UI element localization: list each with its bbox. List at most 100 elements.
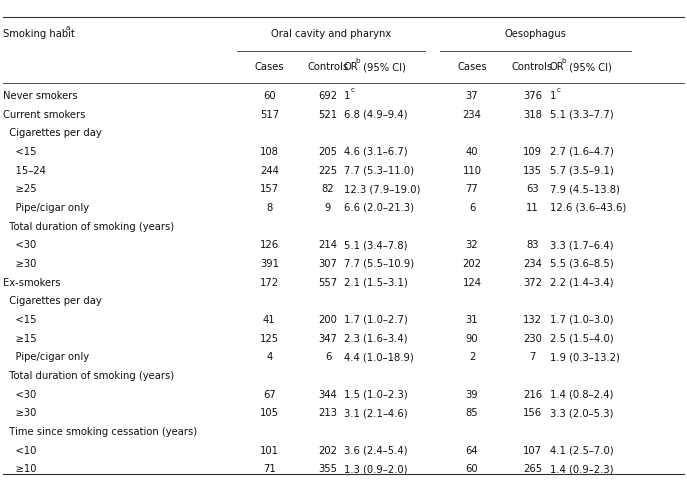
Text: (95% CI): (95% CI) <box>566 62 612 72</box>
Text: 376: 376 <box>523 91 542 101</box>
Text: 31: 31 <box>466 315 478 325</box>
Text: 4.4 (1.0–18.9): 4.4 (1.0–18.9) <box>344 352 414 363</box>
Text: 372: 372 <box>523 278 542 288</box>
Text: 2.2 (1.4–3.4): 2.2 (1.4–3.4) <box>550 278 613 288</box>
Text: <15: <15 <box>3 147 37 157</box>
Text: 64: 64 <box>466 446 478 456</box>
Text: 110: 110 <box>462 166 482 175</box>
Text: Current smokers: Current smokers <box>3 109 86 120</box>
Text: 692: 692 <box>319 91 337 101</box>
Text: 63: 63 <box>526 184 539 194</box>
Text: OR: OR <box>344 62 358 72</box>
Text: Cigarettes per day: Cigarettes per day <box>3 128 102 138</box>
Text: 108: 108 <box>260 147 279 157</box>
Text: 344: 344 <box>319 390 337 399</box>
Text: Time since smoking cessation (years): Time since smoking cessation (years) <box>3 427 198 437</box>
Text: Smoking habit: Smoking habit <box>3 29 76 39</box>
Text: 6: 6 <box>325 352 331 363</box>
Text: 125: 125 <box>260 333 279 344</box>
Text: 109: 109 <box>523 147 542 157</box>
Text: 41: 41 <box>263 315 275 325</box>
Text: 355: 355 <box>319 464 337 474</box>
Text: 7.9 (4.5–13.8): 7.9 (4.5–13.8) <box>550 184 620 194</box>
Text: 82: 82 <box>322 184 335 194</box>
Text: b: b <box>561 58 566 64</box>
Text: Oral cavity and pharynx: Oral cavity and pharynx <box>271 29 391 39</box>
Text: 4.6 (3.1–6.7): 4.6 (3.1–6.7) <box>344 147 407 157</box>
Text: 5.5 (3.6–8.5): 5.5 (3.6–8.5) <box>550 259 613 269</box>
Text: 11: 11 <box>526 203 539 213</box>
Text: Never smokers: Never smokers <box>3 91 78 101</box>
Text: 307: 307 <box>319 259 337 269</box>
Text: 2.7 (1.6–4.7): 2.7 (1.6–4.7) <box>550 147 613 157</box>
Text: ≥10: ≥10 <box>3 464 37 474</box>
Text: 3.3 (2.0–5.3): 3.3 (2.0–5.3) <box>550 408 613 418</box>
Text: 8: 8 <box>266 203 273 213</box>
Text: 3.1 (2.1–4.6): 3.1 (2.1–4.6) <box>344 408 407 418</box>
Text: Pipe/cigar only: Pipe/cigar only <box>3 203 89 213</box>
Text: 60: 60 <box>263 91 275 101</box>
Text: 107: 107 <box>523 446 542 456</box>
Text: 37: 37 <box>466 91 478 101</box>
Text: 225: 225 <box>319 166 337 175</box>
Text: Cases: Cases <box>457 62 487 72</box>
Text: 205: 205 <box>319 147 337 157</box>
Text: c: c <box>556 87 561 93</box>
Text: 101: 101 <box>260 446 279 456</box>
Text: 77: 77 <box>466 184 478 194</box>
Text: 347: 347 <box>319 333 337 344</box>
Text: 5.1 (3.4–7.8): 5.1 (3.4–7.8) <box>344 240 407 250</box>
Text: 202: 202 <box>319 446 337 456</box>
Text: OR: OR <box>550 62 564 72</box>
Text: Total duration of smoking (years): Total duration of smoking (years) <box>3 222 174 232</box>
Text: ≥25: ≥25 <box>3 184 37 194</box>
Text: 9: 9 <box>325 203 331 213</box>
Text: 391: 391 <box>260 259 279 269</box>
Text: 60: 60 <box>466 464 478 474</box>
Text: 32: 32 <box>466 240 478 250</box>
Text: 2.5 (1.5–4.0): 2.5 (1.5–4.0) <box>550 333 613 344</box>
Text: 557: 557 <box>319 278 337 288</box>
Text: 126: 126 <box>260 240 279 250</box>
Text: 7.7 (5.3–11.0): 7.7 (5.3–11.0) <box>344 166 414 175</box>
Text: 67: 67 <box>263 390 275 399</box>
Text: Ex-smokers: Ex-smokers <box>3 278 61 288</box>
Text: 230: 230 <box>523 333 542 344</box>
Text: 6.8 (4.9–9.4): 6.8 (4.9–9.4) <box>344 109 407 120</box>
Text: ≥15: ≥15 <box>3 333 37 344</box>
Text: 12.6 (3.6–43.6): 12.6 (3.6–43.6) <box>550 203 626 213</box>
Text: 244: 244 <box>260 166 279 175</box>
Text: 234: 234 <box>462 109 482 120</box>
Text: 105: 105 <box>260 408 279 418</box>
Text: 1.3 (0.9–2.0): 1.3 (0.9–2.0) <box>344 464 407 474</box>
Text: <30: <30 <box>3 240 36 250</box>
Text: c: c <box>350 87 354 93</box>
Text: 156: 156 <box>523 408 542 418</box>
Text: 132: 132 <box>523 315 542 325</box>
Text: 517: 517 <box>260 109 279 120</box>
Text: 521: 521 <box>319 109 337 120</box>
Text: (95% CI): (95% CI) <box>360 62 406 72</box>
Text: 202: 202 <box>462 259 482 269</box>
Text: 1.9 (0.3–13.2): 1.9 (0.3–13.2) <box>550 352 620 363</box>
Text: 124: 124 <box>462 278 482 288</box>
Text: 90: 90 <box>466 333 478 344</box>
Text: Cigarettes per day: Cigarettes per day <box>3 296 102 306</box>
Text: Pipe/cigar only: Pipe/cigar only <box>3 352 89 363</box>
Text: 71: 71 <box>263 464 275 474</box>
Text: 1.7 (1.0–3.0): 1.7 (1.0–3.0) <box>550 315 613 325</box>
Text: 172: 172 <box>260 278 279 288</box>
Text: <10: <10 <box>3 446 37 456</box>
Text: 234: 234 <box>523 259 542 269</box>
Text: 1.5 (1.0–2.3): 1.5 (1.0–2.3) <box>344 390 407 399</box>
Text: 2.1 (1.5–3.1): 2.1 (1.5–3.1) <box>344 278 407 288</box>
Text: 83: 83 <box>526 240 539 250</box>
Text: Controls: Controls <box>512 62 553 72</box>
Text: Controls: Controls <box>308 62 348 72</box>
Text: 3.3 (1.7–6.4): 3.3 (1.7–6.4) <box>550 240 613 250</box>
Text: 265: 265 <box>523 464 542 474</box>
Text: 213: 213 <box>319 408 337 418</box>
Text: 2.3 (1.6–3.4): 2.3 (1.6–3.4) <box>344 333 407 344</box>
Text: 318: 318 <box>523 109 542 120</box>
Text: 1.4 (0.9–2.3): 1.4 (0.9–2.3) <box>550 464 613 474</box>
